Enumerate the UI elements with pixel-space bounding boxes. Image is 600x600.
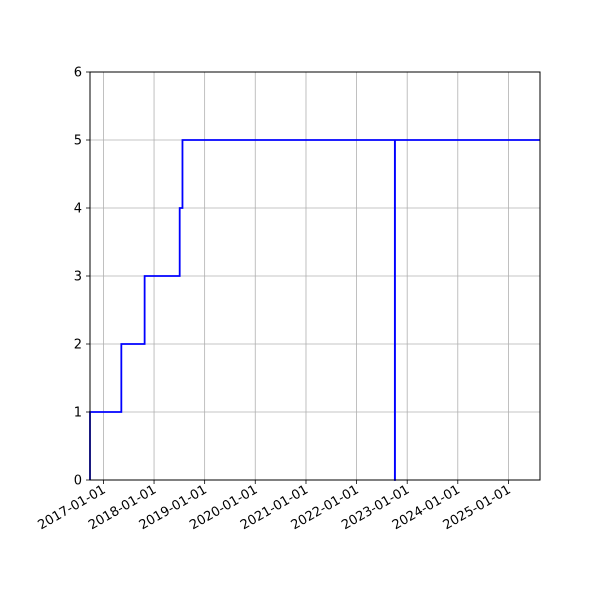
y-tick-label: 6 — [74, 66, 82, 81]
y-tick-label: 3 — [74, 270, 82, 285]
y-tick-label: 0 — [74, 474, 82, 489]
y-tick-label: 4 — [74, 202, 82, 217]
y-tick-label: 2 — [74, 338, 82, 353]
y-tick-label: 5 — [74, 134, 82, 149]
y-tick-label: 1 — [74, 406, 82, 421]
